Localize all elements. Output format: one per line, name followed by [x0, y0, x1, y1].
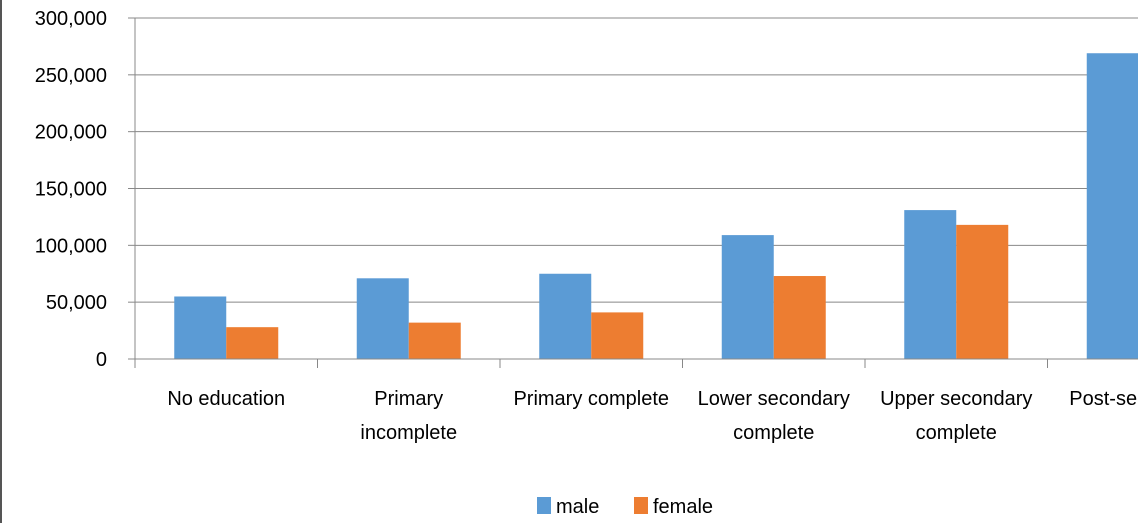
y-tick-label: 100,000 — [35, 235, 107, 257]
bar-female — [408, 322, 461, 359]
legend-swatch-male — [537, 497, 551, 514]
bar-female — [773, 276, 826, 359]
bar-female — [956, 224, 1009, 359]
x-tick-label: No education — [167, 388, 285, 410]
bar-female — [226, 327, 279, 359]
bar-male — [539, 273, 592, 359]
bar-male — [356, 278, 409, 359]
y-tick-label: 0 — [96, 349, 107, 371]
y-tick-label: 250,000 — [35, 65, 107, 87]
x-tick-label: complete — [733, 422, 814, 444]
y-tick-label: 150,000 — [35, 179, 107, 201]
x-tick-label: incomplete — [360, 422, 457, 444]
x-tick-label: Primary — [374, 388, 443, 410]
bar-male — [721, 235, 774, 359]
bar-male — [904, 210, 957, 359]
legend-label-female: female — [653, 496, 713, 518]
x-tick-label: Post-secondary — [1069, 388, 1138, 410]
legend-swatch-female — [634, 497, 648, 514]
y-axis: 0 50,000 100,000 150,000 200,000 250,000 300,0… — [35, 8, 136, 371]
chart-left-border — [0, 0, 2, 523]
x-tick-label: complete — [916, 422, 997, 444]
x-tick-label: Lower secondary — [698, 388, 850, 410]
y-tick-label: 50,000 — [46, 292, 107, 314]
x-axis: No education Primary incomplete Primary com… — [134, 358, 1138, 444]
bars — [174, 53, 1138, 360]
bar-female — [591, 312, 644, 359]
legend: male female — [537, 496, 713, 518]
x-tick-label: Upper secondary — [880, 388, 1032, 410]
bar-male — [174, 296, 227, 359]
y-tick-label: 300,000 — [35, 8, 107, 30]
bar-male — [1086, 53, 1138, 360]
x-tick-label: Primary complete — [513, 388, 669, 410]
y-tick-label: 200,000 — [35, 122, 107, 144]
legend-label-male: male — [556, 496, 599, 518]
